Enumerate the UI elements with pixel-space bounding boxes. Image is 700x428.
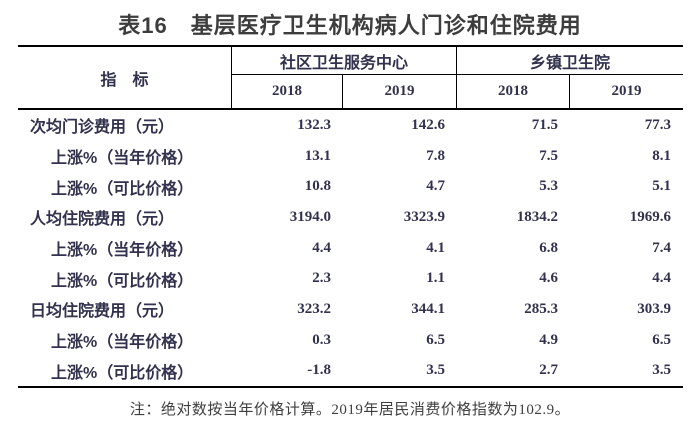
header-year-2018-group2: 2018 [457,75,570,108]
table-row: 上涨%（当年价格） 4.4 4.1 6.8 7.4 [18,233,683,264]
row-value: 7.4 [652,239,671,256]
header-indicator: 指 标 [18,47,232,108]
row-value: 6.5 [426,331,445,348]
header-year-2018-group1: 2018 [232,75,343,108]
row-indicator: 日均住院费用（元） [30,303,175,321]
row-value: 0.3 [312,331,331,348]
row-value: 3.5 [426,362,445,379]
row-value: 3194.0 [289,208,331,225]
table-header: 指 标 社区卫生服务中心 乡镇卫生院 2018 2019 2018 2019 [18,45,683,110]
header-year-2019-group2: 2019 [611,83,642,99]
row-indicator: 上涨%（当年价格） [51,334,194,352]
row-value: 323.2 [297,300,331,317]
row-value: 4.9 [539,331,558,348]
row-value: 6.5 [652,331,671,348]
row-value: 4.6 [539,270,558,287]
row-value: 132.3 [297,116,331,133]
row-value: 10.8 [304,178,331,195]
row-value: 3.5 [652,362,671,379]
row-value: 1.1 [426,270,445,287]
header-group-township-health-center: 乡镇卫生院 [457,47,683,75]
row-value: 142.6 [411,116,445,133]
row-indicator: 上涨%（可比价格） [51,364,194,382]
row-value: 2.3 [312,270,331,287]
table-row: 上涨%（可比价格） 2.3 1.1 4.6 4.4 [18,263,683,294]
table-body: 次均门诊费用（元） 132.3 142.6 71.5 77.3 上涨%（当年价格… [18,110,683,389]
table-row: 上涨%（当年价格） 13.1 7.8 7.5 8.1 [18,141,683,172]
header-year-2019-group1: 2019 [343,75,457,108]
row-indicator: 人均住院费用（元） [30,211,175,229]
table-row: 日均住院费用（元） 323.2 344.1 285.3 303.9 [18,294,683,325]
row-indicator: 上涨%（当年价格） [51,242,194,260]
table-row: 次均门诊费用（元） 132.3 142.6 71.5 77.3 [18,110,683,141]
row-value: 77.3 [644,116,671,133]
row-value: 7.5 [539,147,558,164]
row-value: 7.8 [426,147,445,164]
row-value: 4.1 [426,239,445,256]
table-title: 表16 基层医疗卫生机构病人门诊和住院费用 [118,13,582,38]
row-value: 6.8 [539,239,558,256]
header-group-community-health-center: 社区卫生服务中心 [232,47,457,75]
row-value: 285.3 [524,300,558,317]
data-table: 指 标 社区卫生服务中心 乡镇卫生院 2018 2019 2018 2019 次… [18,45,683,389]
row-value: 5.3 [539,178,558,195]
footnote: 注：绝对数按当年价格计算。2019年居民消费价格指数为102.9。 [129,402,571,418]
row-value: 4.7 [426,178,445,195]
row-value: 3323.9 [403,208,445,225]
row-indicator: 上涨%（当年价格） [51,150,194,168]
row-value: 4.4 [312,239,331,256]
table-row: 人均住院费用（元） 3194.0 3323.9 1834.2 1969.6 [18,202,683,233]
row-value: -1.8 [307,362,331,379]
row-indicator: 上涨%（可比价格） [51,180,194,198]
row-value: 8.1 [652,147,671,164]
table-row: 上涨%（可比价格） -1.8 3.5 2.7 3.5 [18,356,683,387]
row-value: 71.5 [531,116,558,133]
table-row: 上涨%（可比价格） 10.8 4.7 5.3 5.1 [18,171,683,202]
table-row: 上涨%（当年价格） 0.3 6.5 4.9 6.5 [18,325,683,356]
row-value: 5.1 [652,178,671,195]
row-value: 303.9 [637,300,671,317]
row-value: 2.7 [539,362,558,379]
row-value: 1969.6 [629,208,671,225]
row-indicator: 次均门诊费用（元） [30,119,175,137]
row-indicator: 上涨%（可比价格） [51,272,194,290]
row-value: 4.4 [652,270,671,287]
row-value: 1834.2 [516,208,558,225]
row-value: 13.1 [304,147,331,164]
row-value: 344.1 [411,300,445,317]
